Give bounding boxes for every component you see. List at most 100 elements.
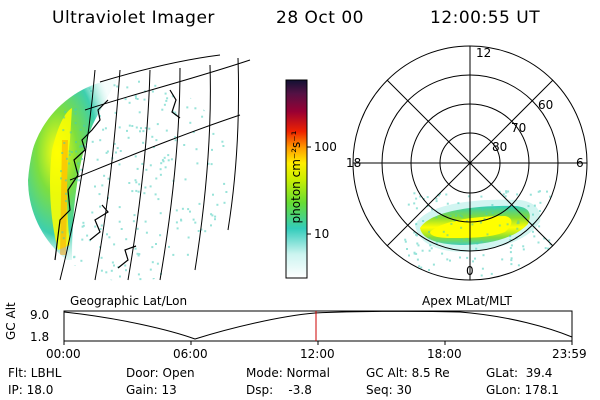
lat-label-80: 80 [492,140,508,154]
polar-speck [404,240,407,243]
geo-speck [139,278,142,281]
polar-speck [472,260,474,263]
polar-speck [476,242,479,245]
geo-speck [133,214,136,217]
geo-speck [128,124,131,127]
geo-speck [118,163,121,166]
geo-speck [214,218,216,221]
polar-speck [435,216,438,219]
geo-speck [155,177,158,180]
geo-speck [143,98,146,101]
geo-speck [114,111,117,114]
polar-speck [459,214,462,217]
geo-speck [149,185,152,188]
time-label: 12:00:55 UT [430,8,541,28]
geo-speck [105,271,108,274]
polar-speck [510,257,513,260]
geo-speck [106,233,108,236]
geo-speck [170,158,173,161]
geo-speck [211,214,214,217]
geo-speck [107,177,110,180]
geo-speck [63,116,66,119]
geo-speck [113,243,116,246]
geo-speck [167,159,170,162]
geo-speck [186,106,189,109]
altitude-ylabel: GC Alt [4,302,18,340]
polar-speck [406,248,408,250]
geo-speck [81,238,84,241]
geo-speck [90,90,92,92]
geo-speck [77,170,80,173]
geo-speck [64,110,67,113]
geo-speck [120,228,123,230]
geo-speck [135,126,138,129]
geo-speck [149,164,152,167]
geo-speck [131,190,134,193]
geo-speck [156,262,159,265]
polar-speck [509,247,512,249]
polar-speck [480,195,483,198]
geo-speck [139,130,141,133]
polar-speck [538,190,541,193]
polar-speck [446,258,449,261]
geo-speck [141,162,144,165]
geo-speck [118,220,121,223]
geo-speck [116,85,119,88]
polar-speck [522,248,525,251]
geo-speck [100,256,103,259]
polar-speck [481,267,484,270]
polar-speck [546,190,548,193]
geo-speck [66,157,68,160]
info-dsp: Dsp: -3.8 [246,383,312,397]
polar-speck [539,210,541,212]
geo-speck [99,205,102,208]
geo-speck [225,191,228,193]
geo-speck [201,115,204,118]
geo-speck [118,206,121,209]
geo-speck [210,224,212,227]
lat-label-60: 60 [538,98,554,112]
geo-speck [134,179,137,182]
geo-speck [153,146,155,149]
polar-speck [418,265,421,268]
polar-speck [491,204,494,206]
polar-speck [460,226,463,229]
geo-speck [175,209,178,212]
polar-speck [413,192,416,195]
polar-speck [533,235,536,238]
polar-speck [417,244,420,247]
geo-speck [156,123,159,126]
geo-speck [200,228,203,231]
polar-speck [435,242,438,245]
polar-speck [532,230,534,233]
geo-speck [136,98,139,100]
geo-speck [137,190,140,193]
mlt-label-18: 18 [346,156,362,170]
geo-speck [189,210,191,213]
polar-speck [549,243,552,246]
polar-speck [449,215,452,218]
geo-speck [144,127,147,129]
geo-speck [140,127,142,130]
geo-speck [75,179,78,181]
geo-speck [91,140,94,143]
geo-speck [164,92,167,95]
geo-speck [62,129,65,132]
geo-speck [154,193,157,196]
info-glat: GLat: 39.4 [486,366,553,380]
polar-speck [453,219,456,222]
geo-speck [143,192,146,195]
polar-speck [461,215,464,218]
geo-speck [136,227,139,230]
polar-speck [509,239,512,241]
info-seq: Seq: 30 [366,383,412,397]
mlt-label-0: 0 [466,264,474,278]
geo-speck [155,243,157,245]
polar-speck [439,192,441,195]
geo-speck [88,87,91,90]
geo-speck [142,141,145,144]
geo-speck [157,198,160,201]
geo-speck [161,108,164,111]
polar-speck [501,258,504,261]
